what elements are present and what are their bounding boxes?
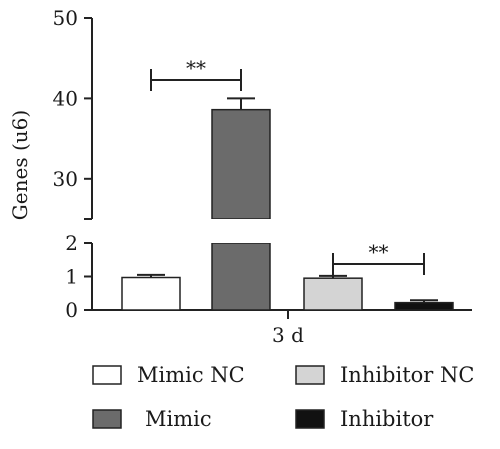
legend-label: Mimic NC — [137, 363, 245, 387]
legend-swatch — [92, 365, 122, 385]
bars — [121, 97, 454, 311]
bar-break-gap — [210, 219, 272, 243]
bar-inhibitor-nc — [303, 277, 363, 311]
x-axis-label: 3 d — [272, 323, 304, 347]
bar-inhibitor — [394, 301, 454, 311]
y-tick-label: 0 — [65, 298, 78, 322]
significance-label: ** — [369, 240, 389, 264]
legend: Mimic NC Inhibitor NC Mimic Inhibitor — [92, 363, 474, 431]
bar-mimic — [211, 242, 271, 311]
legend-label: Mimic — [145, 407, 212, 431]
legend-label: Inhibitor NC — [340, 363, 474, 387]
y-ticks: 30 40 50 0 1 2 — [53, 6, 92, 322]
bar-mimic-nc — [121, 276, 181, 311]
bar-mimic-upper — [211, 108, 271, 220]
significance-annotations: ** ** — [150, 56, 425, 275]
legend-swatch — [295, 365, 325, 385]
y-tick-label: 2 — [65, 231, 78, 255]
y-tick-label: 1 — [65, 265, 78, 289]
legend-swatch — [92, 409, 122, 429]
y-tick-label: 40 — [53, 86, 78, 110]
significance-label: ** — [186, 56, 206, 80]
legend-swatch — [295, 409, 325, 429]
y-tick-label: 50 — [53, 6, 78, 30]
legend-label: Inhibitor — [340, 407, 434, 431]
y-tick-label: 30 — [53, 167, 78, 191]
y-axis-label: Genes (u6) — [8, 110, 32, 220]
